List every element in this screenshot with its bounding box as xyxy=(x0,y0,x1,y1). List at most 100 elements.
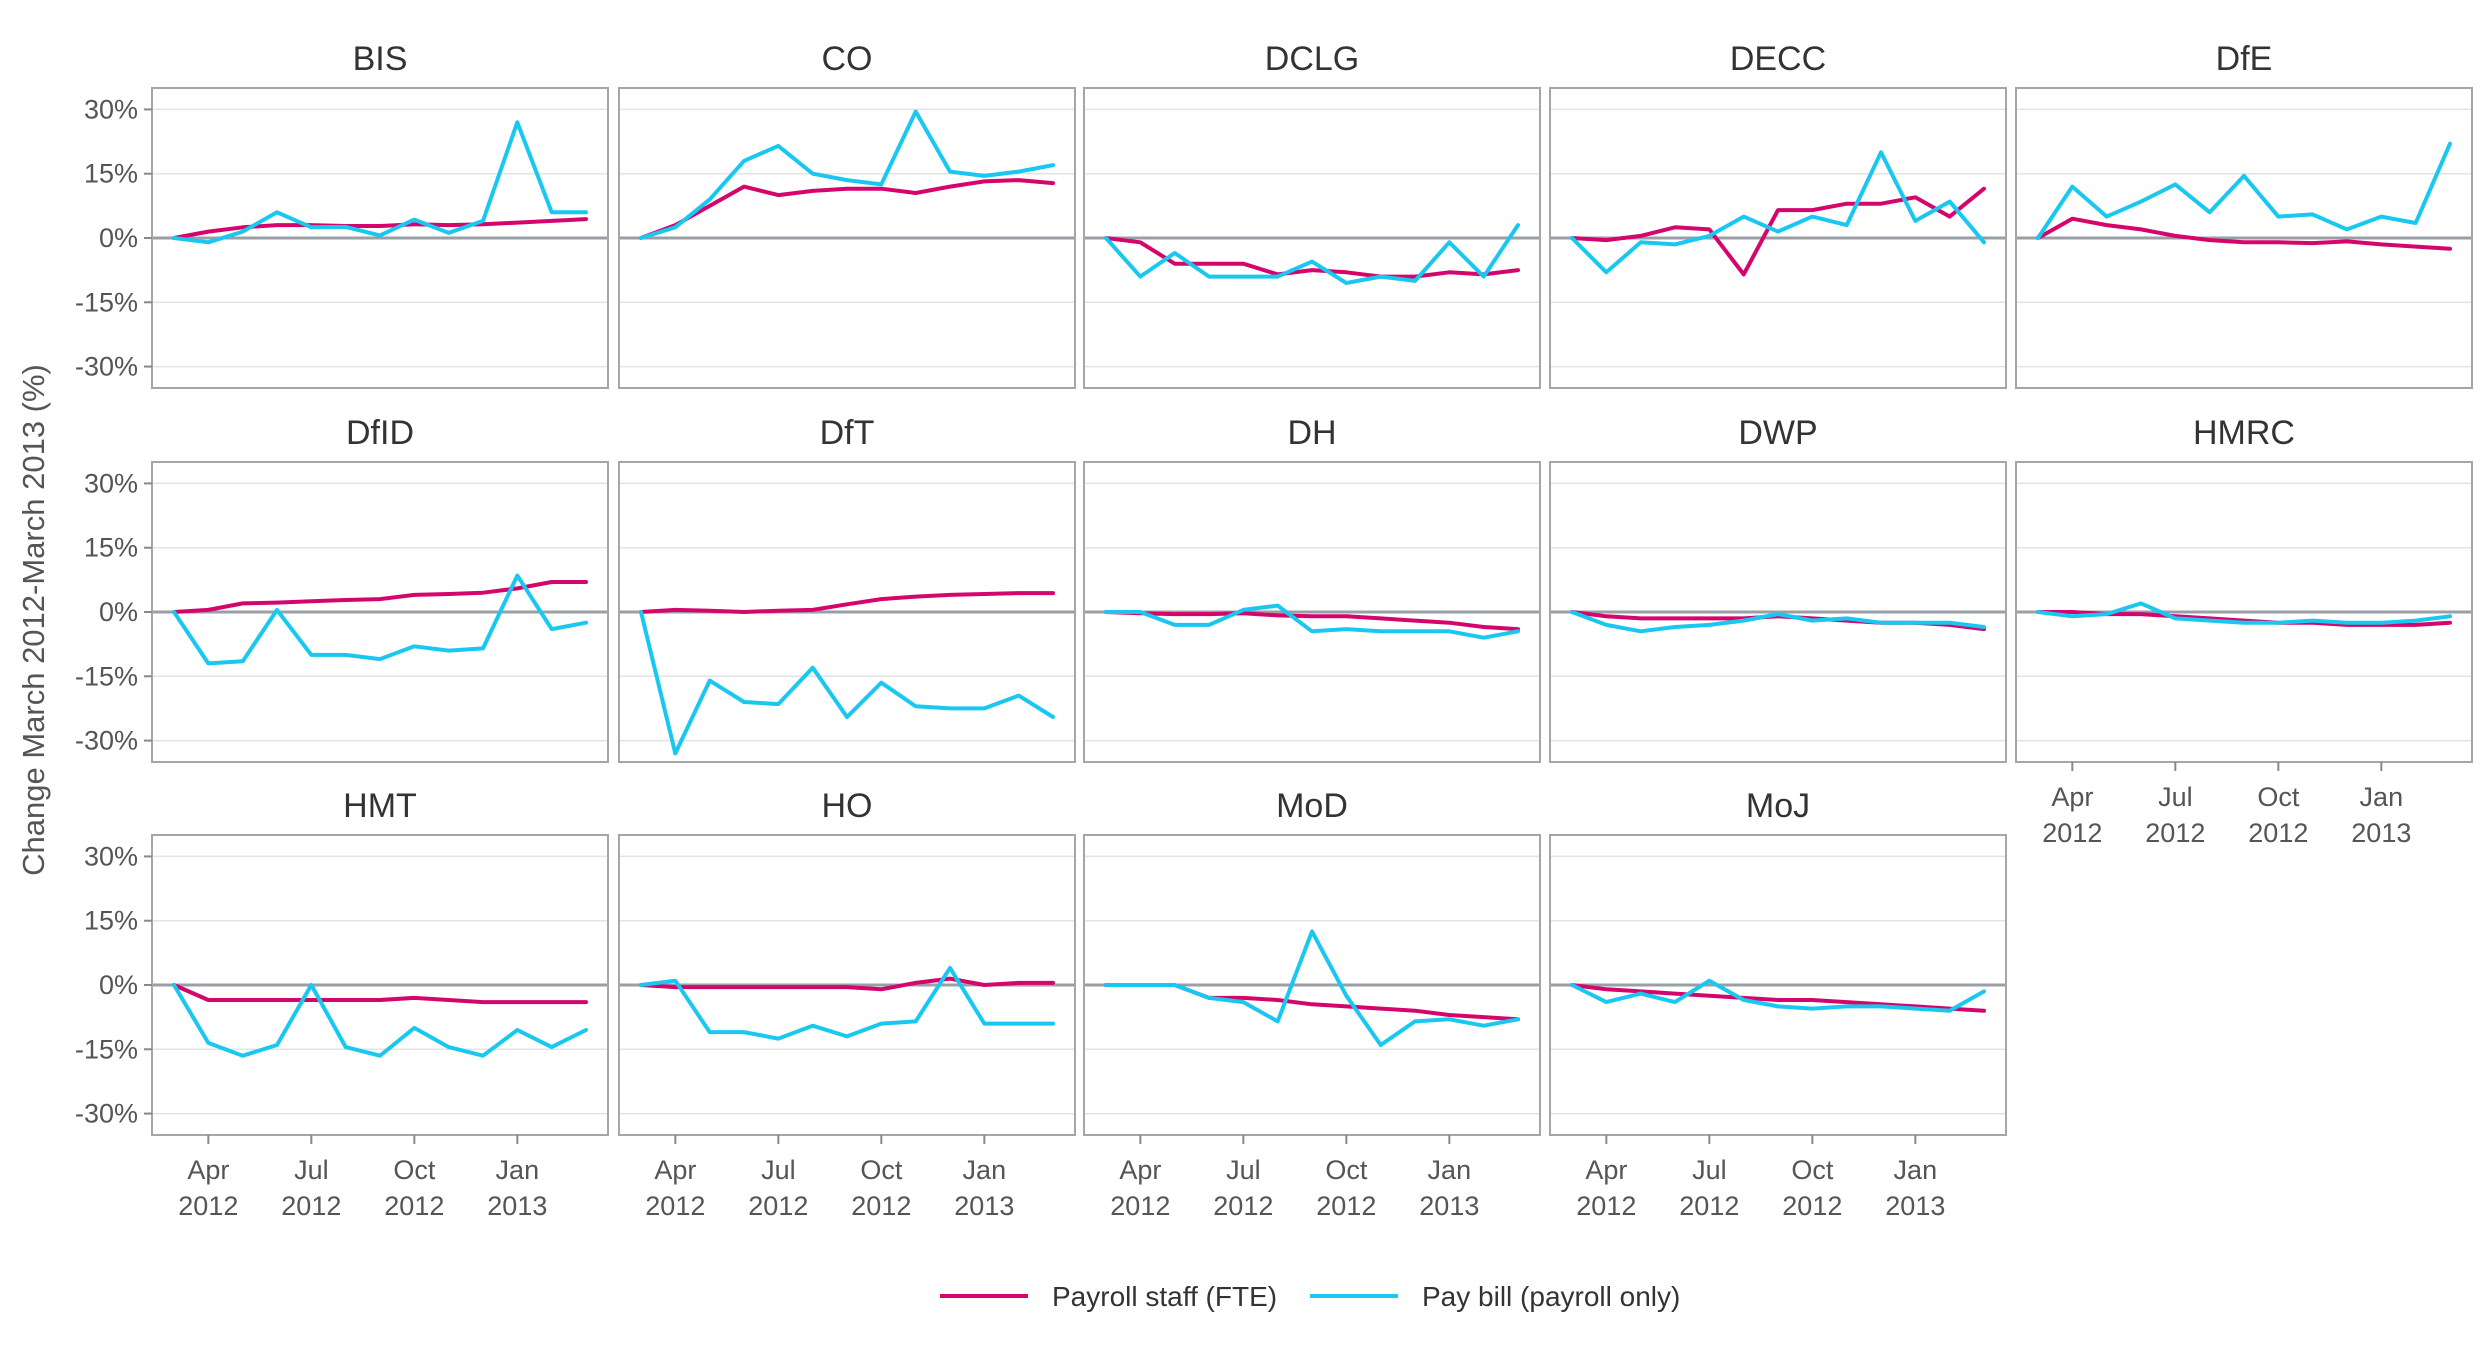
y-tick-label: 30% xyxy=(84,94,138,124)
x-tick-label: 2012 xyxy=(1110,1191,1170,1221)
y-tick-label: -15% xyxy=(75,1034,138,1064)
legend-item-pay-bill: Pay bill (payroll only) xyxy=(1310,1281,1680,1312)
x-tick-label: Oct xyxy=(1791,1155,1834,1185)
x-tick-label: Jan xyxy=(1894,1155,1938,1185)
series-line-pay-bill xyxy=(1570,610,1986,634)
panel-dfid: DfID 30% 15% 0% -15% -30% xyxy=(75,414,609,763)
x-tick-label: Apr xyxy=(1585,1155,1627,1185)
y-tick-label: -15% xyxy=(75,661,138,691)
y-tick-label: -30% xyxy=(75,726,138,756)
x-tick-label: 2012 xyxy=(2145,818,2205,848)
panel-title: MoJ xyxy=(1746,787,1810,825)
x-tick-label: 2012 xyxy=(748,1191,808,1221)
series-line-payroll-staff xyxy=(639,591,1055,614)
series-line-pay-bill xyxy=(639,965,1055,1041)
x-tick-label: 2012 xyxy=(384,1191,444,1221)
panel-title: DH xyxy=(1287,414,1336,452)
panel-title: DfE xyxy=(2216,40,2273,78)
series-line-pay-bill xyxy=(1570,150,1986,275)
panel-frame xyxy=(1083,461,1541,763)
legend-item-payroll-staff: Payroll staff (FTE) xyxy=(940,1281,1277,1312)
series-line-pay-bill xyxy=(639,109,1055,240)
x-tick-label: Jan xyxy=(496,1155,540,1185)
x-tick-label: 2013 xyxy=(1885,1191,1945,1221)
x-tick-label: Oct xyxy=(860,1155,903,1185)
panel-title: HMT xyxy=(343,787,417,825)
x-tick-label: 2012 xyxy=(1576,1191,1636,1221)
y-tick-label: 15% xyxy=(84,533,138,563)
panel-frame xyxy=(1549,834,2007,1136)
x-tick-label: Jul xyxy=(1692,1155,1727,1185)
series-line-payroll-staff xyxy=(172,580,588,614)
x-tick-label: Jan xyxy=(1428,1155,1472,1185)
panel-dfe: DfE xyxy=(2015,40,2473,389)
panel-dclg: DCLG xyxy=(1083,40,1541,389)
series-line-pay-bill xyxy=(2036,601,2452,625)
series-line-payroll-staff xyxy=(1570,983,1986,1013)
panel-title: DWP xyxy=(1738,414,1817,452)
panel-dft: DfT xyxy=(618,414,1076,763)
panel-dwp: DWP xyxy=(1549,414,2007,763)
panel-title: HMRC xyxy=(2193,414,2295,452)
y-tick-label: -30% xyxy=(75,1099,138,1129)
series-line-pay-bill xyxy=(172,573,588,666)
x-tick-label: 2012 xyxy=(2042,818,2102,848)
legend-label: Payroll staff (FTE) xyxy=(1052,1281,1277,1312)
series-line-pay-bill xyxy=(172,120,588,245)
panel-title: DfID xyxy=(346,414,414,452)
panel-ho: HO Apr 2012 Jul 2012 Oct 2012 Jan 2013 xyxy=(618,787,1076,1221)
panel-mod: MoD Apr 2012 Jul 2012 Oct 2012 Jan 2013 xyxy=(1083,787,1541,1221)
series-line-payroll-staff xyxy=(639,178,1055,240)
series-line-payroll-staff xyxy=(1104,610,1520,632)
panel-co: CO xyxy=(618,40,1076,389)
y-tick-label: -30% xyxy=(75,352,138,382)
x-tick-label: 2013 xyxy=(954,1191,1014,1221)
y-tick-label: 30% xyxy=(84,468,138,498)
series-line-payroll-staff xyxy=(1570,186,1986,277)
panel-title: DECC xyxy=(1730,40,1826,78)
panel-frame xyxy=(618,834,1076,1136)
x-tick-label: Oct xyxy=(1325,1155,1368,1185)
series-line-pay-bill xyxy=(2036,141,2452,240)
panel-frame xyxy=(618,461,1076,763)
series-line-payroll-staff xyxy=(1104,236,1520,279)
y-axis-title: Change March 2012-March 2013 (%) xyxy=(16,364,51,876)
x-tick-label: 2012 xyxy=(1213,1191,1273,1221)
panels: BIS 30% 15% 0% -15% -30% CO DCLG DECC DfE DfID 30% 1… xyxy=(75,40,2473,1221)
panel-title: DfT xyxy=(820,414,875,452)
panel-title: CO xyxy=(822,40,873,78)
x-tick-label: Jul xyxy=(1226,1155,1261,1185)
series-line-payroll-staff xyxy=(639,976,1055,992)
y-tick-label: 30% xyxy=(84,841,138,871)
x-tick-label: Jan xyxy=(963,1155,1007,1185)
x-tick-label: 2012 xyxy=(1679,1191,1739,1221)
y-tick-label: 0% xyxy=(99,970,138,1000)
panel-title: MoD xyxy=(1276,787,1348,825)
panel-title: BIS xyxy=(353,40,408,78)
series-line-pay-bill xyxy=(1104,929,1520,1047)
series-line-payroll-staff xyxy=(2036,216,2452,251)
panel-bis: BIS 30% 15% 0% -15% -30% xyxy=(75,40,609,389)
series-line-pay-bill xyxy=(639,610,1055,756)
y-tick-label: 0% xyxy=(99,597,138,627)
x-tick-label: 2012 xyxy=(178,1191,238,1221)
x-tick-label: Jul xyxy=(2158,782,2193,812)
x-tick-label: Jan xyxy=(2360,782,2404,812)
x-tick-label: Oct xyxy=(2257,782,2300,812)
series-line-payroll-staff xyxy=(172,983,588,1005)
legend: Payroll staff (FTE) Pay bill (payroll onl… xyxy=(940,1281,1680,1312)
x-tick-label: 2013 xyxy=(487,1191,547,1221)
x-tick-label: Oct xyxy=(393,1155,436,1185)
x-tick-label: 2012 xyxy=(1316,1191,1376,1221)
panel-hmrc: HMRC Apr 2012 Jul 2012 Oct 2012 Jan 2013 xyxy=(2015,414,2473,848)
panel-frame xyxy=(1083,87,1541,389)
x-tick-label: Jul xyxy=(761,1155,796,1185)
panel-frame xyxy=(2015,87,2473,389)
legend-label: Pay bill (payroll only) xyxy=(1422,1281,1680,1312)
panel-frame xyxy=(1549,461,2007,763)
series-line-payroll-staff xyxy=(172,217,588,240)
y-tick-label: 0% xyxy=(99,223,138,253)
x-tick-label: Apr xyxy=(187,1155,229,1185)
panel-hmt: HMT 30% 15% 0% -15% -30% Apr 2012 Jul 2012 Oct 2012… xyxy=(75,787,609,1221)
